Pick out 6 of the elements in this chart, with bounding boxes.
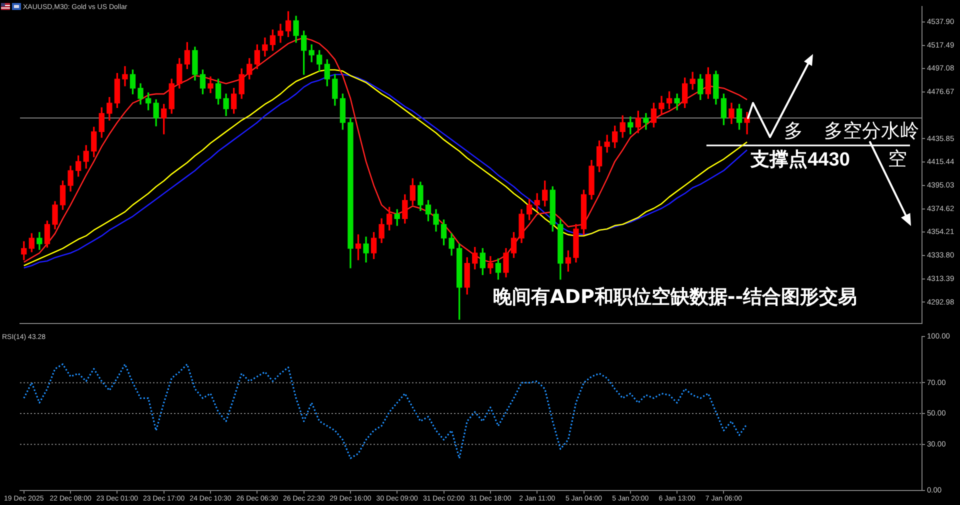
ref-line-label: 支撑点4430 (750, 148, 850, 170)
annotation: 多 (784, 120, 803, 142)
annotation: 空 (888, 148, 907, 170)
line-series (23, 363, 748, 460)
annotation: 晚间有ADP和职位空缺数据--结合图形交易 (493, 286, 858, 308)
annotation: 多空分水岭 (824, 120, 919, 142)
